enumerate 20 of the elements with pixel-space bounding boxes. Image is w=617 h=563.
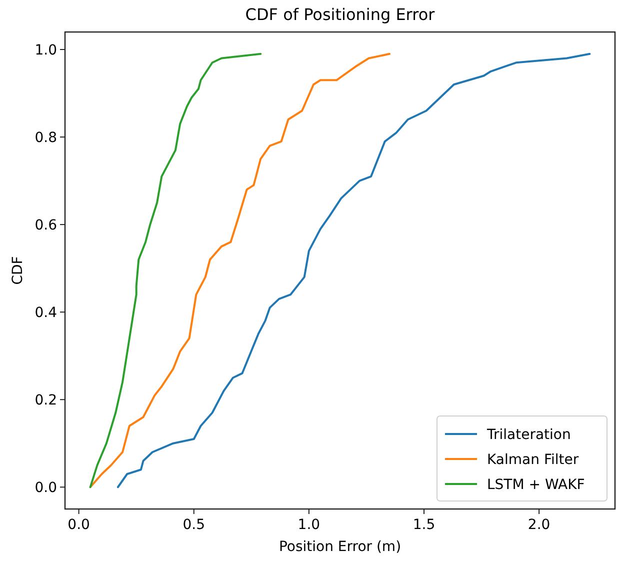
line-series — [116, 52, 591, 488]
y-tick-label: 1.0 — [34, 42, 57, 59]
x-tick-label: 0.0 — [68, 517, 90, 533]
chart-title: CDF of Positioning Error — [245, 5, 436, 24]
line-series — [89, 52, 262, 488]
y-axis-title: CDF — [10, 256, 26, 285]
y-tick-label: 0.2 — [34, 392, 57, 409]
y-tick-label: 0.8 — [34, 130, 57, 146]
x-axis-title: Position Error (m) — [278, 539, 402, 555]
x-tick-label: 1.0 — [298, 517, 320, 533]
x-tick-label: 2.0 — [528, 517, 550, 533]
legend-label: Kalman Filter — [487, 452, 579, 468]
y-tick-label: 0.0 — [34, 480, 57, 496]
y-tick-label: 0.4 — [34, 305, 58, 322]
y-tick-label: 0.6 — [34, 218, 58, 234]
legend-label: Trilateration — [486, 427, 571, 443]
x-tick-label: 0.5 — [182, 517, 206, 533]
line-series — [89, 52, 390, 488]
legend-label: LSTM + WAKF — [487, 477, 585, 493]
x-tick-label: 1.5 — [412, 517, 436, 533]
